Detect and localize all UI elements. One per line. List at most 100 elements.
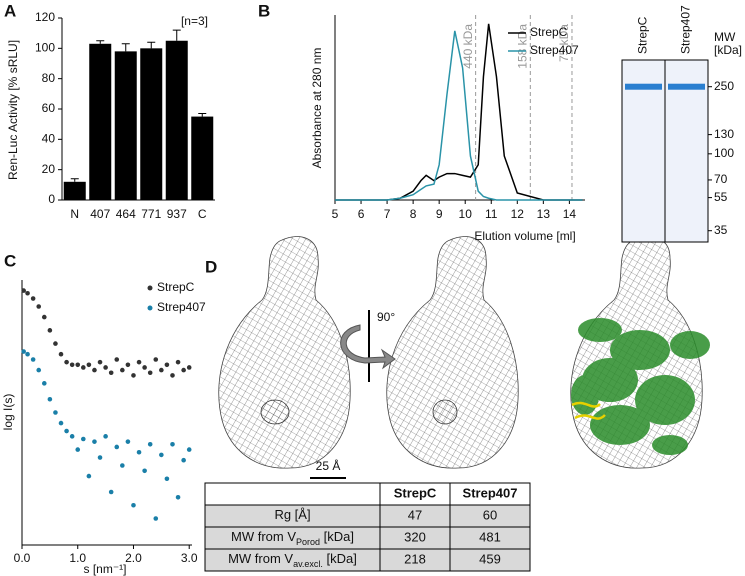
- point: [47, 396, 53, 402]
- point: [114, 357, 120, 362]
- protein-ribbons: [571, 318, 710, 455]
- point: [114, 444, 120, 450]
- y-tick-label: 250: [714, 79, 734, 93]
- row-label-part: Porod: [296, 537, 320, 547]
- row-label: MW from Vav.excl. [kDa]: [228, 551, 357, 569]
- table-cell: 481: [479, 529, 501, 544]
- point: [75, 362, 81, 368]
- bar: [165, 40, 188, 200]
- rotation-arrow: [340, 324, 396, 370]
- point: [86, 473, 92, 479]
- row-label-part: av.excl.: [293, 559, 323, 569]
- point: [120, 463, 125, 468]
- point: [47, 328, 53, 333]
- table-row: [204, 548, 531, 572]
- mesh-models: [218, 236, 710, 479]
- row-label-part: [kDa]: [323, 551, 357, 566]
- x-tick-label: 0.0: [14, 551, 31, 565]
- bar: [191, 116, 214, 200]
- point: [53, 341, 58, 346]
- reference-label: 158 kDa: [515, 24, 529, 69]
- x-tick-label: 9: [436, 207, 443, 221]
- x-tick-label: 3.0: [181, 551, 198, 565]
- lane-label: Strep407: [679, 5, 693, 54]
- point: [97, 455, 103, 460]
- point: [58, 351, 64, 357]
- row-label-part: MW from V: [228, 551, 293, 566]
- point: [103, 365, 108, 370]
- point: [25, 351, 30, 357]
- point: [125, 439, 131, 444]
- error-bar: [121, 43, 130, 52]
- mesh-cavity: [432, 399, 458, 425]
- y-tick-label: 0: [48, 192, 55, 206]
- table-header: StrepC: [394, 485, 437, 500]
- x-tick-label: 5: [332, 207, 339, 221]
- y-tick-label: 120: [35, 10, 55, 24]
- point: [142, 468, 147, 474]
- legend-swatch: [147, 305, 153, 311]
- x-tick-label: 407: [90, 207, 110, 221]
- point: [120, 367, 125, 373]
- x-tick-label: 14: [563, 207, 577, 221]
- point: [75, 447, 81, 452]
- point: [92, 439, 97, 444]
- table-row: [204, 504, 531, 528]
- y-tick-label: 55: [714, 190, 728, 204]
- point: [125, 362, 131, 368]
- x-tick-label: 7: [384, 207, 391, 221]
- point: [147, 370, 153, 376]
- line: [335, 30, 583, 201]
- x-tick-label: 11: [485, 207, 498, 221]
- row-label: Rg [Å]: [274, 507, 310, 522]
- y-tick-label: 35: [714, 223, 728, 237]
- reference-label: 75 kDa: [557, 24, 571, 62]
- y-tick-label: 100: [714, 146, 734, 160]
- bar: [89, 43, 112, 201]
- point: [147, 442, 153, 447]
- point: [21, 349, 26, 354]
- scale-bar-label: 25 Å: [316, 458, 341, 473]
- legend-label: Strep407: [157, 300, 206, 314]
- row-label-part: MW from V: [231, 529, 296, 544]
- point: [58, 420, 64, 426]
- panel-label: A: [4, 1, 16, 20]
- x-tick-label: C: [198, 207, 207, 221]
- y-axis-label: MW: [714, 30, 736, 44]
- row-label: MW from VPorod [kDa]: [231, 529, 354, 547]
- point: [170, 373, 175, 378]
- x-tick-label: 2.0: [125, 551, 142, 565]
- point: [164, 476, 170, 482]
- point: [153, 357, 159, 362]
- x-tick-label: 937: [167, 207, 187, 221]
- x-tick-label: N: [70, 207, 79, 221]
- row-label-part: [kDa]: [320, 529, 354, 544]
- point: [136, 359, 142, 365]
- point: [41, 381, 47, 386]
- x-tick-label: 6: [358, 207, 365, 221]
- y-tick-label: 60: [42, 101, 56, 115]
- point: [92, 367, 97, 373]
- point: [186, 447, 192, 452]
- y-tick-label: 20: [42, 162, 56, 176]
- point: [30, 357, 36, 362]
- bar: [63, 181, 86, 200]
- lane-label: StrepC: [636, 16, 650, 54]
- table-cell: 60: [483, 507, 497, 522]
- point: [86, 362, 92, 368]
- y-axis-label: [kDa]: [714, 43, 742, 57]
- error-bar: [70, 178, 79, 182]
- x-tick-label: 464: [116, 207, 136, 221]
- point: [69, 362, 75, 368]
- point: [103, 434, 108, 439]
- point: [81, 365, 86, 370]
- point: [170, 442, 175, 447]
- table-cell: 459: [479, 551, 501, 566]
- table-header: Strep407: [463, 485, 518, 500]
- point: [159, 367, 164, 373]
- point: [159, 452, 164, 458]
- gel-band: [625, 83, 662, 90]
- y-tick-label: 40: [42, 132, 56, 146]
- point: [30, 296, 36, 301]
